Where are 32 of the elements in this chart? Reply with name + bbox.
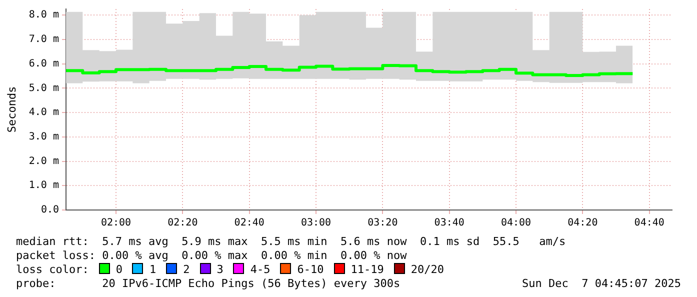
- y-tick-label: 2.0 m: [28, 156, 59, 167]
- text: 4-5: [250, 263, 270, 276]
- text: loss color:: [16, 263, 89, 276]
- text: 11-19: [350, 263, 384, 276]
- x-tick-label: 03:00: [300, 218, 332, 229]
- x-tick-label: 02:40: [234, 218, 264, 229]
- text: Sun Dec 7 04:45:07 2025: [522, 277, 681, 290]
- y-tick-label: 7.0 m: [28, 34, 59, 46]
- y-tick-label: 0.0: [40, 204, 59, 216]
- y-tick-label: 1.0 m: [28, 180, 59, 192]
- text: median rtt: 5.7 ms avg 5.9 ms max 5.5 ms min 5.6 ms now 0.1 ms sd 55.5 am/s: [16, 235, 566, 248]
- x-tick-label: 03:40: [434, 218, 464, 229]
- x-tick-label: 02:20: [168, 218, 198, 229]
- y-axis-title: Seconds: [5, 86, 18, 133]
- text: 1: [149, 263, 156, 276]
- y-tick-label: 4.0 m: [28, 107, 59, 118]
- x-tick-label: 02:00: [100, 218, 132, 229]
- x-tick-label: 04:20: [568, 218, 598, 229]
- text: 3: [216, 263, 224, 276]
- text: 0: [116, 263, 122, 276]
- y-tick-label: 6.0 m: [28, 58, 59, 70]
- y-tick-label: 5.0 m: [28, 82, 59, 94]
- text: packet loss: 0.00 % avg 0.00 % max 0.00 % min 0.00 % now: [16, 249, 407, 262]
- text: 2: [183, 263, 190, 276]
- x-tick-label: 04:00: [500, 218, 532, 229]
- x-tick-label: 04:40: [634, 218, 664, 229]
- y-tick-label: 3.0 m: [28, 132, 59, 143]
- y-tick-label: 8.0 m: [28, 10, 59, 21]
- x-tick-label: 03:20: [368, 218, 398, 229]
- text: probe: 20 IPv6-ICMP Echo Pings (56 Bytes) every 300s: [16, 277, 400, 290]
- text: 6-10: [297, 263, 324, 276]
- text: 20/20: [410, 263, 444, 276]
